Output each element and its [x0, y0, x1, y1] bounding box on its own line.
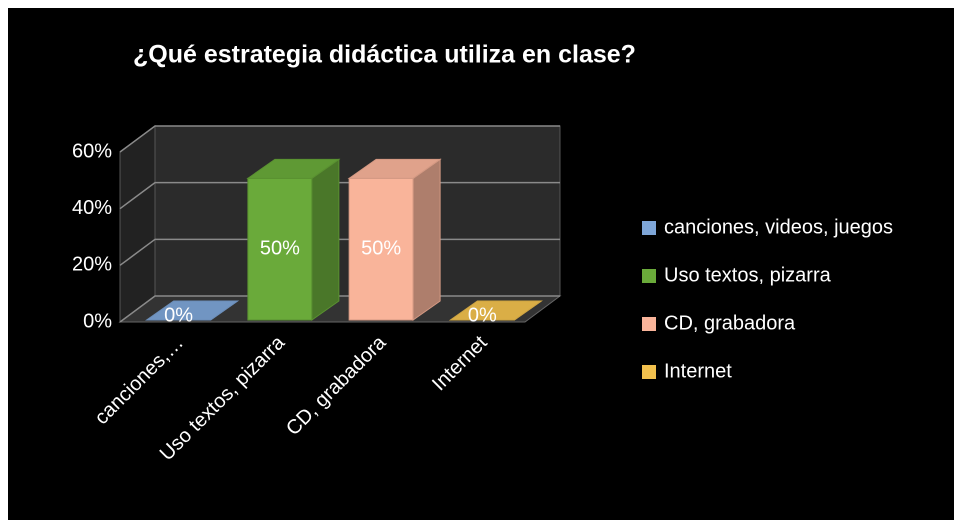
bar-top: [246, 158, 341, 179]
legend-swatch: [642, 317, 656, 331]
legend-label: Internet: [664, 360, 732, 382]
y-tick-label: 0%: [83, 310, 112, 332]
data-label: 0%: [164, 304, 193, 326]
side-wall: [119, 125, 156, 323]
legend-swatch: [642, 221, 656, 235]
y-tick-label: 60%: [72, 140, 112, 162]
legend-label: CD, grabadora: [664, 312, 796, 334]
bar-top: [145, 300, 240, 321]
legend-swatch: [642, 269, 656, 283]
bar-side: [311, 158, 340, 321]
y-tick-label: 40%: [72, 197, 112, 219]
chart-title: ¿Qué estrategia didáctica utiliza en cla…: [133, 41, 636, 69]
data-label: 50%: [361, 237, 401, 259]
data-label: 50%: [260, 237, 300, 259]
grid-line: [119, 125, 560, 153]
bar-top: [347, 158, 442, 179]
data-label: 0%: [468, 304, 497, 326]
legend-label: canciones, videos, juegos: [664, 216, 893, 238]
legend-label: Uso textos, pizarra: [664, 264, 832, 286]
legend-swatch: [642, 365, 656, 379]
bar-side: [412, 158, 441, 321]
bar-top: [448, 300, 543, 321]
y-tick-label: 20%: [72, 254, 112, 276]
